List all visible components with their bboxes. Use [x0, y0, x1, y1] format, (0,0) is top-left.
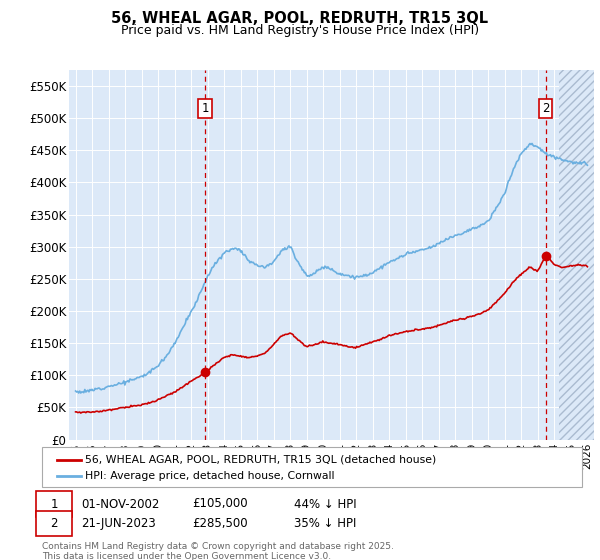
Text: £105,000: £105,000 — [192, 497, 248, 511]
Text: 2: 2 — [50, 517, 58, 530]
Text: Price paid vs. HM Land Registry's House Price Index (HPI): Price paid vs. HM Land Registry's House … — [121, 24, 479, 36]
Text: HPI: Average price, detached house, Cornwall: HPI: Average price, detached house, Corn… — [85, 471, 335, 481]
Text: 1: 1 — [50, 497, 58, 511]
Bar — [559, 70, 594, 440]
Text: 35% ↓ HPI: 35% ↓ HPI — [294, 517, 356, 530]
Text: 56, WHEAL AGAR, POOL, REDRUTH, TR15 3QL: 56, WHEAL AGAR, POOL, REDRUTH, TR15 3QL — [112, 11, 488, 26]
Text: 2: 2 — [542, 102, 550, 115]
Text: 01-NOV-2002: 01-NOV-2002 — [81, 497, 160, 511]
Text: 44% ↓ HPI: 44% ↓ HPI — [294, 497, 356, 511]
Text: £285,500: £285,500 — [192, 517, 248, 530]
Text: Contains HM Land Registry data © Crown copyright and database right 2025.
This d: Contains HM Land Registry data © Crown c… — [42, 542, 394, 560]
Text: 21-JUN-2023: 21-JUN-2023 — [81, 517, 156, 530]
Text: 56, WHEAL AGAR, POOL, REDRUTH, TR15 3QL (detached house): 56, WHEAL AGAR, POOL, REDRUTH, TR15 3QL … — [85, 455, 436, 465]
Text: 1: 1 — [201, 102, 209, 115]
